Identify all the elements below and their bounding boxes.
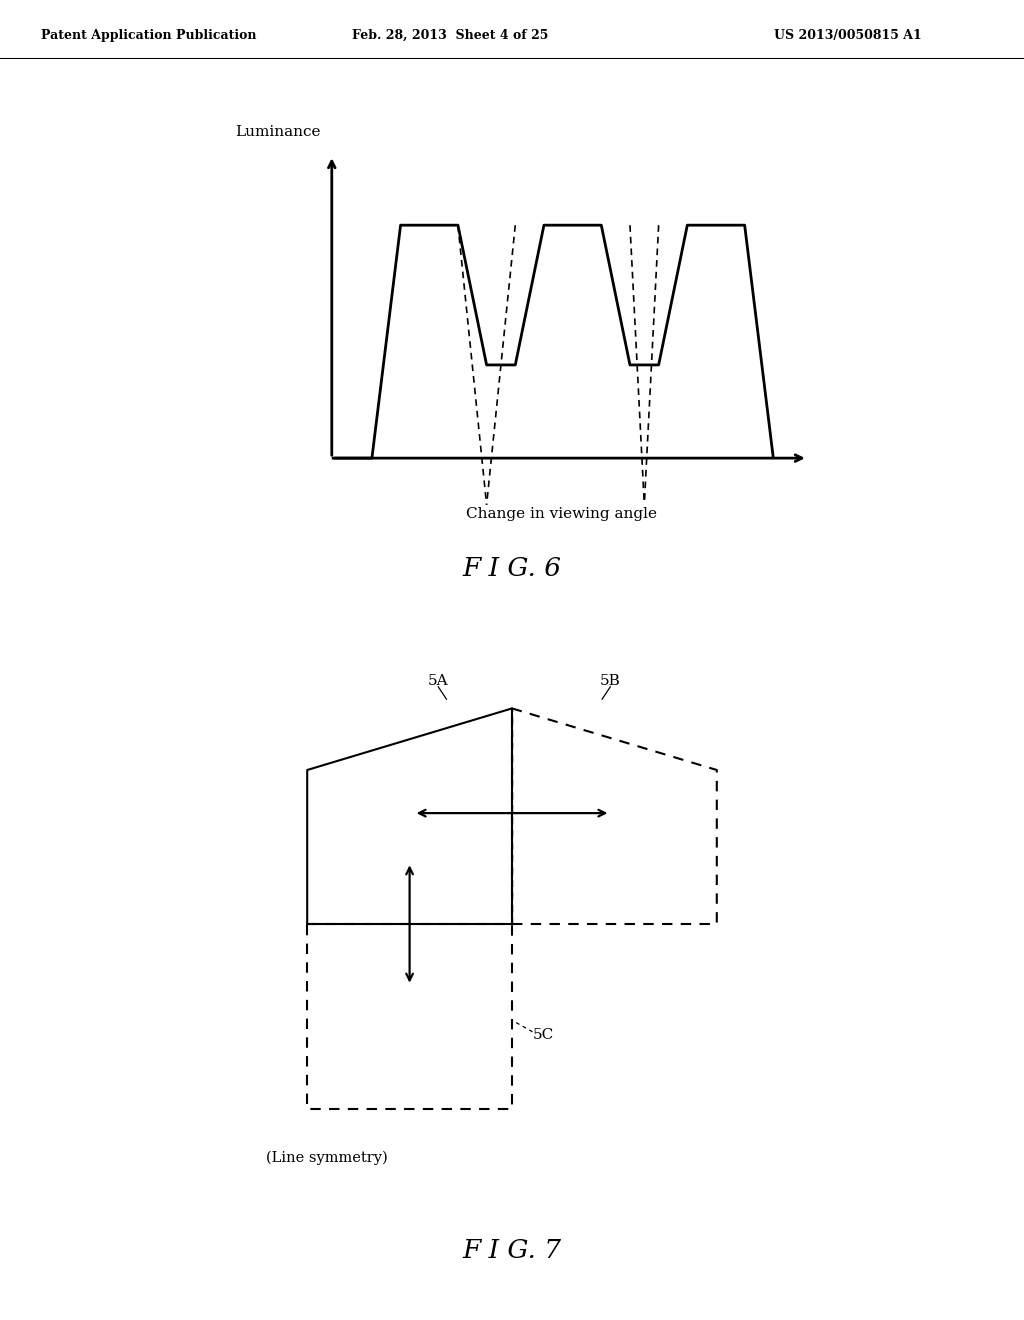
Text: Change in viewing angle: Change in viewing angle <box>466 507 656 521</box>
Text: Luminance: Luminance <box>234 125 321 139</box>
Text: F I G. 7: F I G. 7 <box>463 1238 561 1263</box>
Text: US 2013/0050815 A1: US 2013/0050815 A1 <box>774 29 922 42</box>
Text: Patent Application Publication: Patent Application Publication <box>41 29 256 42</box>
Text: 5C: 5C <box>532 1028 554 1041</box>
Text: Feb. 28, 2013  Sheet 4 of 25: Feb. 28, 2013 Sheet 4 of 25 <box>352 29 549 42</box>
Text: 5A: 5A <box>428 673 449 688</box>
Text: 5B: 5B <box>600 673 621 688</box>
Text: (Line symmetry): (Line symmetry) <box>266 1151 388 1166</box>
Text: F I G. 6: F I G. 6 <box>463 556 561 581</box>
